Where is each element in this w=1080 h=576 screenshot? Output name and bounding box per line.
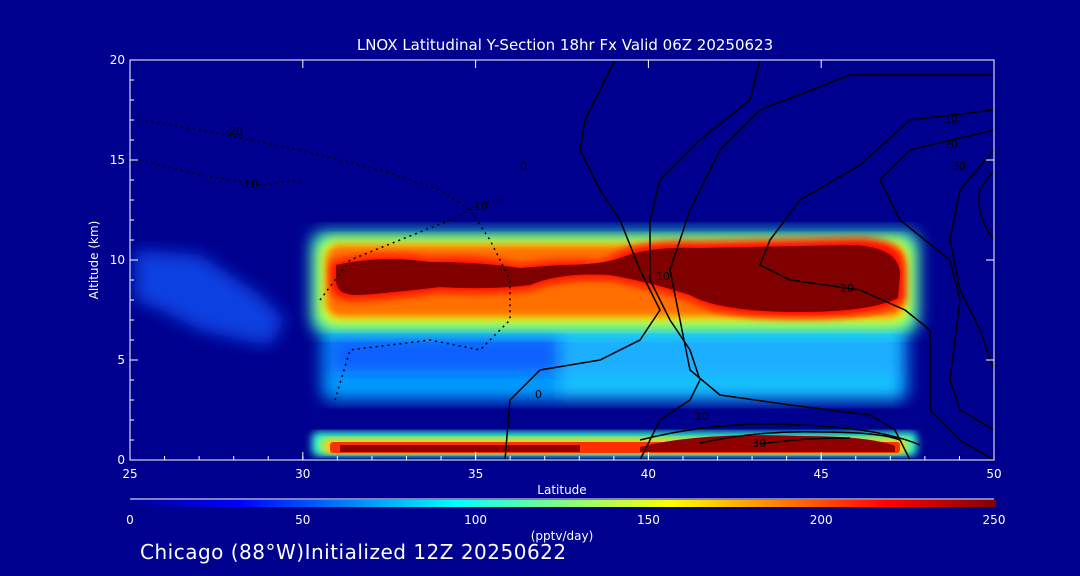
footer-run-info: Chicago (88°W)Initialized 12Z 20250622 [140,540,567,564]
colorbar-tick-label: 200 [810,513,833,527]
y-tick-label: 15 [110,153,125,167]
x-tick-label: 35 [468,467,483,481]
x-tick-label: 45 [814,467,829,481]
colorbar-tick-label: 250 [983,513,1006,527]
colorbar-tick-label: 100 [464,513,487,527]
surface-layer [312,432,917,456]
contour-label: 30 [752,437,766,450]
contour-label: 0 [520,160,527,173]
x-tick-label: 30 [295,467,310,481]
colorbar: 0 50 100 150 200 250 (pptv/day) [126,498,1005,543]
contour-label: -10 [240,178,258,191]
y-axis: 0 5 10 15 20 [110,53,994,467]
colorbar-tick-label: 50 [295,513,310,527]
upper-layer [312,232,918,332]
contour-label-group: 0 0 10 20 10 30 10 20 30 -10 -20 -10 [225,113,966,450]
contour-label: 10 [656,270,670,283]
y-axis-label: Altitude (km) [87,221,101,300]
colorbar-label: (pptv/day) [531,529,594,543]
x-tick-label: 50 [986,467,1001,481]
contour-label: 0 [535,388,542,401]
chart-title: LNOX Latitudinal Y-Section 18hr Fx Valid… [357,36,773,54]
colorbar-tick-label: 150 [637,513,660,527]
x-tick-label: 25 [122,467,137,481]
contour-lines [504,60,994,460]
x-axis: 25 30 35 40 45 50 [122,60,1002,481]
contour-label: -20 [225,125,243,138]
colorbar-tick-label: 0 [126,513,134,527]
y-tick-label: 0 [117,453,125,467]
contour-label: -10 [470,200,488,213]
colorbar-ticks: 0 50 100 150 200 250 [126,513,1005,527]
contour-label: 20 [944,138,958,151]
colorbar-gradient [130,500,996,507]
x-tick-label: 40 [641,467,656,481]
y-tick-label: 10 [110,253,125,267]
y-tick-label: 5 [117,353,125,367]
y-tick-label: 20 [110,53,125,67]
contour-label: 10 [944,113,958,126]
middle-layer [322,318,907,400]
plot-area: 0 0 10 20 10 30 10 20 30 -10 -20 -10 [130,60,994,460]
contour-label: 20 [840,282,854,295]
dotted-contours [139,119,511,401]
x-axis-label: Latitude [537,483,586,497]
contour-label: 30 [952,160,966,173]
contour-label: 10 [695,410,709,423]
left-blue-patch [135,250,285,345]
